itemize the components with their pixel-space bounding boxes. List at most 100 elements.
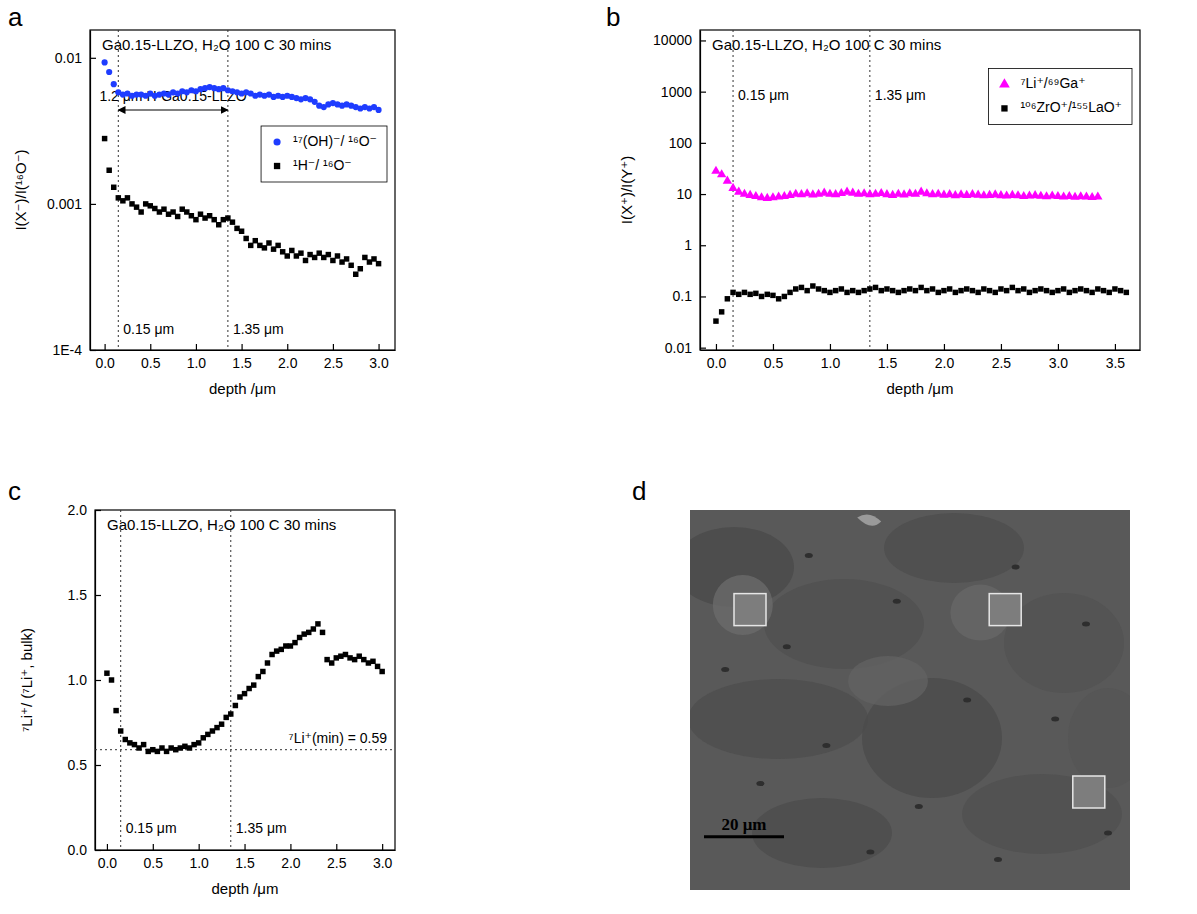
frame (95, 510, 395, 850)
axis-title: I(X⁺)/I(Y⁺) (618, 156, 635, 224)
point (344, 256, 349, 261)
point (1015, 288, 1020, 293)
tick-mark (700, 245, 706, 246)
tick-label: 1.0 (187, 355, 207, 371)
tick: 1.5 (235, 844, 255, 871)
tick-mark (1058, 344, 1059, 350)
tick-mark (95, 680, 101, 681)
point (193, 217, 198, 222)
point (884, 286, 889, 291)
tick-mark (95, 510, 101, 511)
point (329, 660, 334, 665)
point (816, 286, 821, 291)
point (987, 288, 992, 293)
tick: 1.0 (189, 844, 209, 871)
point (717, 169, 726, 177)
point (981, 286, 986, 291)
reference-line (118, 30, 119, 350)
point (1078, 286, 1083, 291)
point (964, 286, 969, 291)
axis-title: depth /μm (211, 880, 278, 897)
reference-line (227, 30, 228, 350)
texture (1068, 688, 1130, 788)
point (138, 209, 143, 214)
tick-label: 0.01 (55, 50, 82, 66)
pit (1082, 622, 1090, 627)
tick-label: 1.5 (235, 855, 255, 871)
annotation: 0.15 μm (123, 321, 174, 337)
tick-label: 2.0 (281, 855, 301, 871)
pit (783, 644, 791, 649)
tick: 1.5 (68, 587, 101, 603)
point (804, 288, 809, 293)
point (844, 290, 849, 295)
tick: 1.0 (68, 672, 101, 688)
tick-mark (700, 194, 706, 195)
annotation: 1.35 μm (233, 321, 284, 337)
tick-label: 0.5 (141, 355, 161, 371)
tick-label: 1.0 (68, 672, 88, 688)
point (1084, 288, 1089, 293)
tick-label: 2.5 (992, 355, 1012, 371)
point (1106, 290, 1111, 295)
point (1027, 290, 1032, 295)
annotations: 0.15 μm1.35 μm⁷Li⁺(min) = 0.59 (95, 510, 395, 850)
point (141, 742, 146, 747)
point (1021, 286, 1026, 291)
tick: 2.0 (68, 502, 101, 518)
point (896, 290, 901, 295)
tick-label: 1.5 (232, 355, 252, 371)
legend: ¹⁷(OH)⁻/ ¹⁶O⁻¹H⁻/ ¹⁶O⁻ (261, 126, 387, 182)
point (253, 238, 258, 243)
tick-mark (199, 844, 200, 850)
point (348, 263, 353, 268)
point (1004, 288, 1009, 293)
tick: 10000 (653, 32, 706, 48)
point (1118, 288, 1123, 293)
point (102, 136, 107, 141)
point (958, 288, 963, 293)
point (970, 288, 975, 293)
point (239, 228, 244, 233)
annotation: ⁷Li⁺(min) = 0.59 (289, 730, 388, 746)
point (102, 59, 108, 65)
tick: 0.01 (55, 50, 96, 66)
reference-line (120, 510, 121, 850)
point (248, 243, 253, 248)
legend-box (988, 68, 1132, 124)
axis: 0.00.51.01.52.02.53.0 (91, 344, 396, 371)
tick: 0.001 (47, 196, 96, 212)
pit (994, 857, 1002, 862)
point (776, 296, 781, 301)
tick: 3.0 (1049, 344, 1069, 371)
tick-mark (700, 40, 706, 41)
pit (805, 553, 813, 558)
title: Ga0.15-LLZO, H₂O 100 C 30 mins (712, 36, 941, 53)
point (1055, 288, 1060, 293)
tick-mark (1001, 344, 1002, 350)
point (243, 236, 248, 241)
point (867, 286, 872, 291)
point (1044, 288, 1049, 293)
axis: 1E-40.0010.01 (47, 31, 96, 358)
tick: 10 (676, 186, 706, 202)
tick-label: 1.0 (821, 355, 841, 371)
panel: 0.00.51.01.52.02.53.01E-40.0010.01depth … (8, 2, 396, 397)
tick: 2.0 (281, 844, 301, 871)
tick-label: 10 (676, 186, 692, 202)
tick-label: 3.0 (369, 355, 389, 371)
point (728, 183, 737, 191)
point (375, 107, 381, 113)
axis-line (700, 31, 701, 351)
scale-bar (704, 835, 784, 838)
panel-letter: c (8, 476, 21, 506)
point (326, 252, 331, 257)
tick-mark (153, 844, 154, 850)
tick-label: 2.0 (68, 502, 88, 518)
point (161, 206, 166, 211)
point (810, 283, 815, 288)
series (104, 621, 385, 754)
point (975, 290, 980, 295)
tick-label: 2.5 (327, 855, 347, 871)
tick: 0.5 (68, 757, 101, 773)
